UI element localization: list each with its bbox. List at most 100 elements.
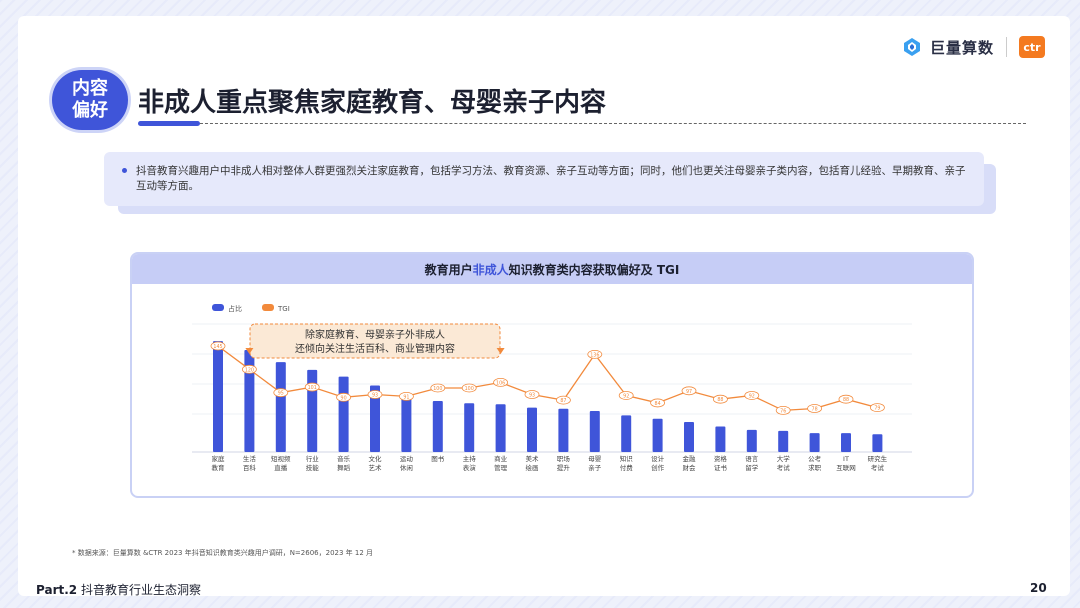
bar-3 bbox=[307, 369, 318, 452]
tgi-point-4 bbox=[336, 392, 352, 402]
tgi-point-16 bbox=[713, 394, 728, 404]
tgi-point-21 bbox=[870, 403, 885, 413]
x-tick-label-5-0: 文化 bbox=[369, 454, 383, 463]
legend-bar-label: 占比 bbox=[228, 304, 242, 313]
section-badge: 内容 偏好 bbox=[52, 70, 128, 130]
x-tick-label-5-1: 艺术 bbox=[369, 463, 383, 472]
tgi-label-5: 93 bbox=[372, 393, 378, 399]
footer-section-name: 抖音教育行业生态洞察 bbox=[80, 583, 201, 597]
tgi-label-14: 84 bbox=[655, 401, 661, 407]
badge-line1: 内容 bbox=[72, 78, 108, 99]
x-tick-label-3-1: 技能 bbox=[306, 463, 320, 472]
x-tick-label-2-0: 短视频 bbox=[271, 454, 291, 463]
x-tick-label-21-1: 考试 bbox=[871, 463, 885, 472]
x-tick-label-12-0: 母婴 bbox=[588, 455, 602, 463]
x-tick-label-8-1: 表演 bbox=[463, 463, 477, 472]
x-tick-label-19-0: 公考 bbox=[808, 455, 822, 463]
tgi-point-2 bbox=[273, 388, 289, 398]
callout-arrow-0 bbox=[245, 348, 254, 354]
tgi-point-7 bbox=[430, 383, 446, 393]
x-tick-label-7-0: 图书 bbox=[431, 454, 445, 463]
tgi-point-5 bbox=[367, 390, 383, 399]
x-tick-label-6-1: 休闲 bbox=[400, 463, 413, 472]
bar-15 bbox=[684, 422, 694, 452]
legend-bar-swatch bbox=[212, 304, 224, 311]
bar-9 bbox=[495, 404, 506, 452]
tgi-label-16: 88 bbox=[717, 397, 723, 403]
chart-title-suffix: 知识教育类内容获取偏好及 TGI bbox=[508, 262, 680, 277]
x-tick-label-4-0: 音乐 bbox=[337, 454, 351, 463]
tgi-label-1: 120 bbox=[245, 367, 254, 373]
tgi-point-17 bbox=[744, 391, 760, 400]
tgi-label-13: 92 bbox=[623, 393, 629, 399]
bar-1 bbox=[244, 349, 255, 452]
tgi-label-21: 79 bbox=[874, 406, 880, 412]
x-tick-label-2-1: 直播 bbox=[274, 463, 288, 472]
tgi-label-4: 90 bbox=[341, 395, 347, 401]
tgi-label-2: 95 bbox=[278, 391, 284, 397]
x-tick-label-6-0: 运动 bbox=[400, 455, 414, 463]
tgi-label-0: 145 bbox=[213, 344, 222, 350]
tgi-point-13 bbox=[618, 391, 634, 400]
bar-line-chart: 占比 TGI 145 120 95 101 90 93 91 100 100 106 93 87 136… bbox=[192, 304, 912, 472]
callout-box bbox=[249, 323, 501, 359]
bar-2 bbox=[275, 362, 286, 452]
tgi-point-11 bbox=[555, 395, 571, 405]
x-tick-label-15-1: 财会 bbox=[683, 463, 697, 472]
x-tick-label-14-1: 创作 bbox=[651, 463, 665, 472]
bar-7 bbox=[432, 400, 443, 452]
chart-legend: 占比 TGI bbox=[212, 304, 290, 313]
tgi-label-12: 136 bbox=[590, 352, 599, 358]
tgi-label-17: 92 bbox=[749, 393, 755, 399]
x-tick-label-12-1: 亲子 bbox=[588, 463, 602, 472]
x-tick-label-16-0: 资格 bbox=[714, 454, 728, 463]
chart-card: 教育用户 非成人 知识教育类内容获取偏好及 TGI 占比 TGI 145 120 95 1… bbox=[130, 252, 974, 498]
bar-17 bbox=[746, 429, 757, 452]
juliang-logo-icon bbox=[904, 38, 920, 56]
tgi-point-12 bbox=[587, 350, 603, 359]
tgi-point-10 bbox=[524, 390, 540, 399]
x-tick-label-15-0: 金融 bbox=[683, 454, 697, 463]
x-tick-label-18-0: 大学 bbox=[777, 454, 791, 463]
x-tick-label-13-1: 付费 bbox=[620, 463, 634, 472]
legend-line-swatch bbox=[262, 304, 274, 311]
x-tick-label-1-0: 生活 bbox=[243, 454, 257, 463]
brand-name: 巨量算数 bbox=[930, 38, 995, 57]
x-tick-label-17-1: 留学 bbox=[745, 463, 759, 472]
page-title: 非成人重点聚焦家庭教育、母婴亲子内容 bbox=[138, 88, 607, 118]
x-tick-label-19-1: 求职 bbox=[808, 463, 822, 472]
x-tick-label-10-0: 美术 bbox=[526, 454, 540, 463]
tgi-label-6: 91 bbox=[403, 394, 409, 400]
tgi-label-10: 93 bbox=[529, 393, 535, 399]
tgi-point-18 bbox=[775, 405, 791, 415]
bar-10 bbox=[527, 407, 537, 452]
tgi-label-3: 101 bbox=[308, 385, 317, 391]
title-divider bbox=[200, 123, 1026, 124]
tgi-label-19: 78 bbox=[812, 407, 818, 413]
x-tick-label-9-1: 管理 bbox=[494, 463, 508, 472]
ctr-logo: ctr bbox=[1019, 36, 1046, 58]
title-underline bbox=[138, 121, 200, 126]
callout: 除家庭教育、母婴亲子外非成人 还倾向关注生活百科、商业管理内容 bbox=[245, 323, 505, 359]
bar-13 bbox=[621, 415, 632, 452]
chart-title-prefix: 教育用户 bbox=[424, 262, 473, 277]
bar-19 bbox=[809, 433, 820, 452]
bar-series bbox=[213, 341, 883, 452]
tgi-point-15 bbox=[681, 386, 697, 396]
chart-title: 教育用户 非成人 知识教育类内容获取偏好及 TGI bbox=[132, 254, 972, 284]
page-number: 20 bbox=[1030, 581, 1047, 595]
badge-line2: 偏好 bbox=[72, 100, 108, 121]
tgi-label-18: 76 bbox=[780, 408, 786, 414]
legend-line-label: TGI bbox=[277, 305, 290, 313]
bar-6 bbox=[401, 398, 412, 452]
tgi-series: 145 120 95 101 90 93 91 100 100 106 93 87 136 92 84 97 8… bbox=[210, 341, 885, 415]
x-tick-label-3-0: 行业 bbox=[306, 454, 320, 463]
tgi-point-6 bbox=[398, 391, 414, 401]
x-tick-label-0-0: 家庭 bbox=[212, 454, 226, 463]
tgi-label-11: 87 bbox=[560, 398, 566, 404]
bar-20 bbox=[841, 433, 851, 452]
tgi-point-8 bbox=[461, 383, 477, 393]
chart-title-highlight: 非成人 bbox=[472, 262, 509, 277]
x-tick-label-20-1: 互联网 bbox=[836, 463, 856, 472]
tgi-point-0 bbox=[210, 341, 226, 351]
